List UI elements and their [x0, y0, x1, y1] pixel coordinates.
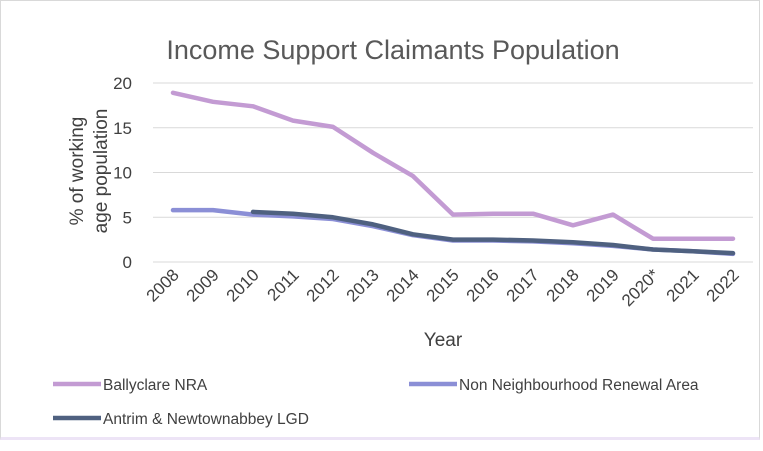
x-tick-label: 2020* [618, 265, 663, 310]
legend-label: Non Neighbourhood Renewal Area [459, 377, 699, 394]
x-tick-label: 2012 [303, 265, 343, 305]
y-axis-ticks: 0 5 10 15 20 [113, 74, 132, 272]
legend: Ballyclare NRA Non Neighbourhood Renewal … [53, 377, 699, 428]
y-axis-label-line: % of working [67, 117, 88, 226]
x-tick-label: 2010 [223, 265, 263, 305]
x-tick-label: 2021 [663, 265, 703, 305]
x-tick-label: 2011 [264, 265, 303, 304]
x-tick-label: 2018 [543, 265, 583, 305]
x-tick-label: 2017 [503, 265, 543, 305]
series-line-1 [170, 90, 736, 241]
y-tick-label: 0 [123, 253, 132, 272]
gridlines [153, 82, 753, 263]
y-tick-label: 5 [123, 208, 132, 227]
x-tick-label: 2022 [703, 265, 743, 305]
series-lines [170, 90, 736, 257]
y-tick-label: 15 [113, 119, 132, 138]
x-tick-label: 2009 [183, 265, 223, 305]
legend-label: Antrim & Newtownabbey LGD [103, 411, 309, 428]
x-tick-label: 2008 [143, 265, 183, 305]
x-axis-ticks: 2008 2009 2010 2011 2012 2013 2014 2015 2016 2017… [143, 265, 743, 310]
x-tick-label: 2015 [423, 265, 463, 305]
x-tick-label: 2013 [343, 265, 383, 305]
x-tick-label: 2019 [583, 265, 623, 305]
x-tick-label: 2014 [383, 265, 423, 305]
x-axis-label: Year [424, 330, 463, 351]
chart-frame: Income Support Claimants Population 0 5 10… [0, 0, 760, 440]
y-axis-label: % of working age population [67, 109, 112, 234]
line-chart: Income Support Claimants Population 0 5 10… [53, 35, 753, 428]
y-tick-label: 20 [113, 74, 132, 93]
chart-title: Income Support Claimants Population [166, 35, 619, 65]
series-line-3 [250, 209, 736, 256]
legend-label: Ballyclare NRA [103, 377, 208, 394]
x-tick-label: 2016 [463, 265, 503, 305]
y-axis-label-line: age population [91, 109, 112, 234]
y-tick-label: 10 [113, 164, 132, 183]
